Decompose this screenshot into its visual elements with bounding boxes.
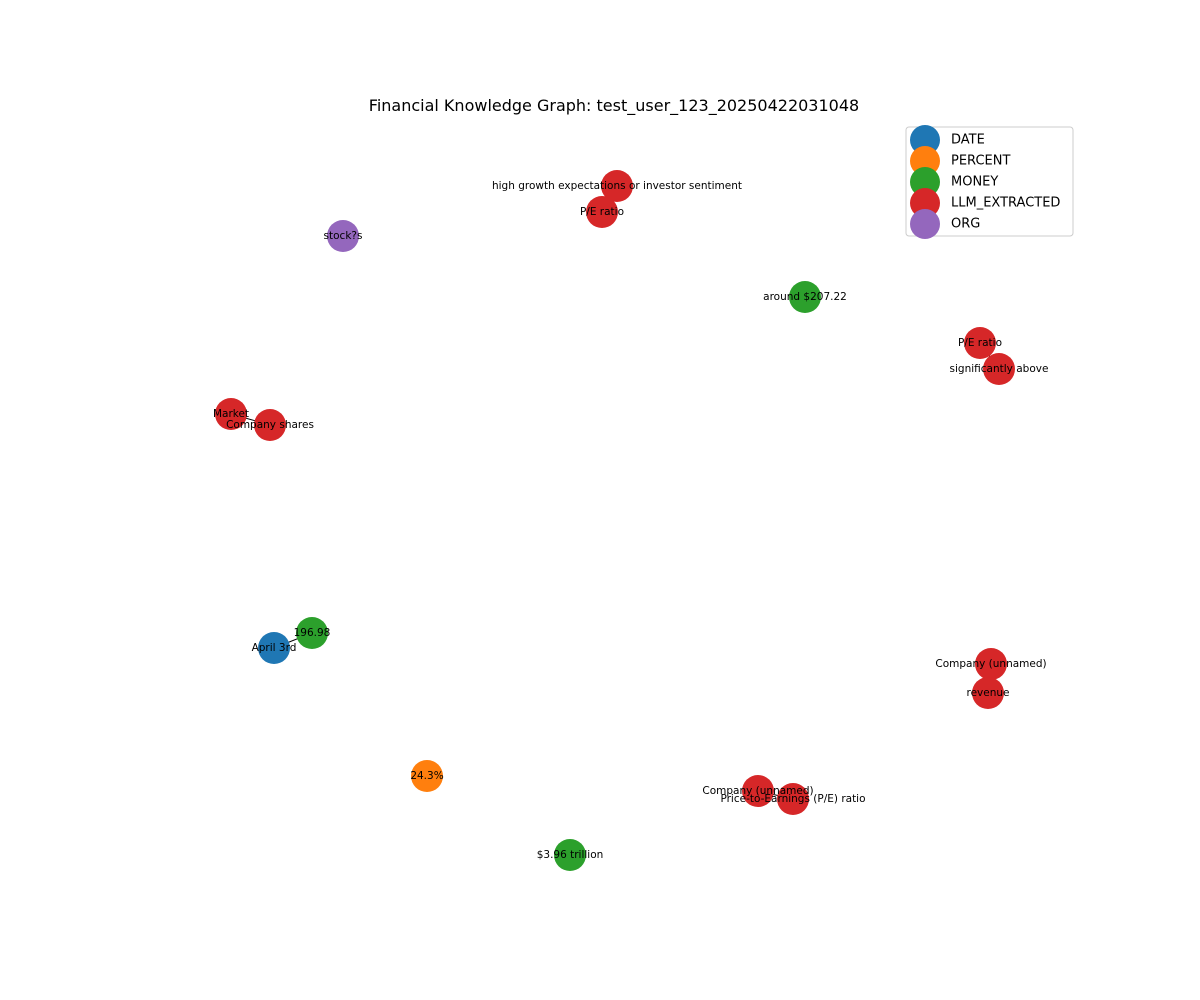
graph-node xyxy=(789,281,821,313)
graph-node xyxy=(296,617,328,649)
graph-node xyxy=(554,839,586,871)
legend-marker xyxy=(910,188,940,218)
graph-node xyxy=(215,398,247,430)
node-label: significantly above xyxy=(950,363,1049,375)
graph-node xyxy=(327,220,359,252)
graph-node xyxy=(983,353,1015,385)
node-label: high growth expectations or investor sen… xyxy=(492,180,742,192)
legend-label: PERCENT xyxy=(951,154,1010,169)
node-label: Company shares xyxy=(226,419,314,431)
node-label: revenue xyxy=(967,687,1010,699)
node-label: $3.96 trillion xyxy=(537,849,604,861)
graph-node xyxy=(972,677,1004,709)
legend-label: LLM_EXTRACTED xyxy=(951,196,1060,211)
node-label: Company (unnamed) xyxy=(935,658,1046,670)
graph-node xyxy=(975,648,1007,680)
nodes-layer xyxy=(215,170,1015,871)
graph-node xyxy=(777,783,809,815)
graph-node xyxy=(254,409,286,441)
node-label: 196.98 xyxy=(294,627,331,639)
graph-title: Financial Knowledge Graph: test_user_123… xyxy=(369,96,859,116)
graph-node xyxy=(964,327,996,359)
node-label: April 3rd xyxy=(252,642,297,654)
node-label: Market xyxy=(213,408,249,420)
node-label: around $207.22 xyxy=(763,291,847,303)
graph-node xyxy=(742,775,774,807)
legend-marker xyxy=(910,146,940,176)
legend: DATE PERCENT MONEY LLM_EXTRACTED ORG xyxy=(905,125,1074,239)
legend-marker xyxy=(910,209,940,239)
legend-marker xyxy=(910,167,940,197)
node-label: 24.3% xyxy=(410,770,443,782)
node-label: Price-to-Earnings (P/E) ratio xyxy=(720,793,865,805)
node-label: stock?s xyxy=(324,230,363,242)
labels-layer: high growth expectations or investor sen… xyxy=(213,180,1048,861)
graph-node xyxy=(258,632,290,664)
legend-label: ORG xyxy=(951,217,980,232)
node-label: P/E ratio xyxy=(580,206,624,218)
graph-node xyxy=(411,760,443,792)
graph-node xyxy=(601,170,633,202)
legend-label: DATE xyxy=(951,133,985,148)
edges-layer xyxy=(230,185,1000,800)
node-label: P/E ratio xyxy=(958,337,1002,349)
legend-frame xyxy=(905,126,1074,237)
graph-node xyxy=(586,196,618,228)
legend-marker xyxy=(910,125,940,155)
legend-label: MONEY xyxy=(951,175,998,190)
node-label: Company (unnamed) xyxy=(702,785,813,797)
